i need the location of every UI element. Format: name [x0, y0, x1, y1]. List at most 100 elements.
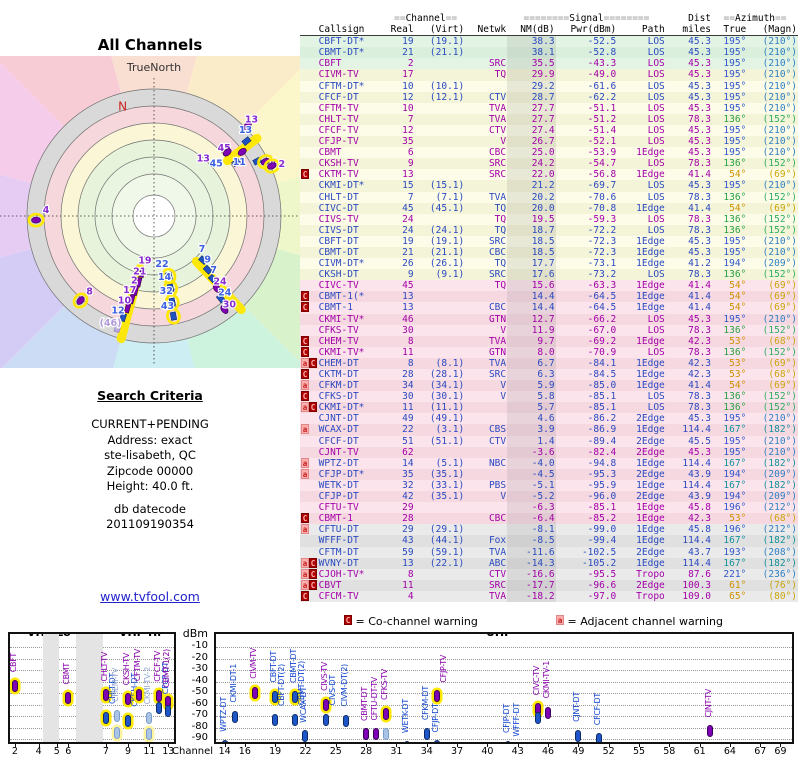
tick-mark	[224, 742, 226, 747]
cell-magn-azimuth: (182°)	[762, 479, 797, 491]
channel-tick-label: 61	[693, 746, 706, 757]
cell-path: LOS	[647, 136, 665, 148]
cell-virt: (21.1)	[429, 246, 465, 258]
cochannel-warning-icon: C	[309, 557, 317, 568]
cell-path: LOS	[647, 402, 665, 414]
cell-netwk: CTV	[488, 124, 507, 136]
cell-pwr: -64.5	[587, 291, 617, 303]
cell-netwk: SRC	[488, 158, 507, 170]
cell-callsign: CFTU-DT	[318, 524, 359, 536]
tick-mark	[457, 742, 459, 747]
cell-virt: (8.1)	[435, 357, 465, 369]
tick-mark	[149, 742, 151, 747]
gridline	[216, 681, 792, 683]
cochannel-warning-icon: C	[344, 615, 352, 625]
tick-mark	[396, 742, 398, 747]
channel-tick-label: 22	[299, 746, 312, 757]
cell-pwr: -49.0	[587, 69, 617, 81]
column-header-nmdb: NM(dB)	[507, 24, 556, 37]
cell-virt: (45.1)	[429, 202, 465, 214]
signal-bar	[102, 711, 109, 724]
station-channel-label: 8	[86, 287, 93, 298]
cell-callsign: CFJP-DT	[318, 491, 359, 503]
table-row: CBMT-DT* 21 (21.1) 38.1 -52.8 LOS 45.3 195° (210…	[300, 47, 798, 59]
cell-dist: 45.3	[688, 235, 712, 247]
adjacent-warning-icon: a	[301, 380, 309, 391]
cell-nm: -8.1	[507, 524, 556, 536]
cell-true-azimuth: 195°	[723, 235, 747, 247]
cell-magn-azimuth: (210°)	[762, 58, 797, 70]
table-row: CFTM-TV 10 TVA 27.7 -51.1 LOS 45.3 195° (210°)	[300, 102, 798, 114]
tvfool-link[interactable]: www.tvfool.com	[100, 589, 200, 604]
table-row: CFTM-DT* 10 (10.1) 29.2 -61.6 LOS 45.3 195° (210…	[300, 80, 798, 92]
cell-callsign: CBMT-1	[318, 302, 353, 314]
cell-true-azimuth: 136°	[723, 191, 747, 203]
table-row: CKMI-TV* 46 GTN 12.7 -66.2 LOS 45.3 195° (210°)	[300, 313, 798, 325]
cell-dist: 42.3	[688, 357, 712, 369]
cell-callsign: CFKS-TV	[318, 324, 359, 336]
adjacent-warning-icon: a	[301, 568, 309, 579]
cell-true-azimuth: 167°	[723, 424, 747, 436]
cell-magn-azimuth: (208°)	[762, 546, 797, 558]
cell-virt: (26.1)	[429, 258, 465, 270]
cell-true-azimuth: 136°	[723, 391, 747, 403]
signal-bar-label: CKMI-TV-1	[542, 661, 552, 699]
cell-pwr: -67.0	[587, 324, 617, 336]
station-marker	[212, 284, 222, 293]
table-row: WETK-DT 32 (33.1) PBS -5.1 -95.9 1Edge 114.4 167…	[300, 479, 798, 492]
table-row: C CKTM-DT 28 (28.1) SRC 6.3 -84.5 1Edge 42.3 53° (…	[300, 369, 798, 381]
cell-nm: 38.1	[507, 47, 556, 59]
cell-magn-azimuth: (210°)	[762, 313, 797, 325]
cell-virt	[415, 58, 466, 69]
cell-real: 14	[402, 457, 414, 469]
cell-netwk: TQ	[494, 280, 507, 292]
station-channel-label: 17	[123, 285, 136, 296]
cell-pwr: -85.2	[587, 513, 617, 525]
cell-real: 45	[402, 280, 414, 292]
signal-bar	[423, 728, 430, 741]
cell-warning: a	[300, 380, 318, 391]
cell-magn-azimuth: (210°)	[762, 413, 797, 425]
station-channel-label: 4	[43, 205, 50, 216]
cell-real: 13	[402, 557, 414, 569]
cell-nm: -5.1	[507, 479, 556, 492]
cell-path: LOS	[647, 91, 665, 103]
channel-tick-label: 31	[390, 746, 403, 757]
cell-callsign: CKTM-TV	[318, 169, 359, 181]
cell-virt: (33.1)	[429, 479, 465, 491]
radar-chart: TrueNorthN131345451311427972424302214324…	[0, 56, 308, 368]
cell-path: 2Edge	[636, 446, 665, 458]
cell-callsign: CHEM-DT	[318, 357, 359, 369]
cell-callsign: CKSH-TV	[318, 158, 359, 170]
criteria-height: Height: 40.0 ft.	[106, 479, 194, 493]
station-channel-label: 22	[155, 259, 168, 270]
cell-real: 24	[402, 213, 414, 225]
magnetic-north-marker: N	[118, 99, 127, 113]
channel-tick-label: 4	[35, 746, 42, 757]
cell-path: 1Edge	[636, 280, 665, 292]
cell-netwk: SRC	[488, 58, 507, 70]
cell-dist: 114.4	[682, 424, 712, 436]
cell-real: 13	[402, 291, 414, 303]
cell-pwr: -51.2	[587, 113, 617, 125]
cell-real: 15	[402, 180, 414, 192]
cell-path: 1Edge	[636, 502, 665, 514]
cell-magn-azimuth: (182°)	[762, 457, 797, 469]
dbm-tick-label: -20	[191, 651, 208, 663]
station-marker	[128, 293, 136, 305]
cell-path: LOS	[647, 124, 665, 136]
cell-virt: (15.1)	[429, 180, 465, 192]
cell-callsign: CFCF-TV	[318, 124, 359, 136]
cell-path: Tropo	[636, 590, 665, 602]
cell-real: 4	[407, 590, 414, 602]
channel-tick-label: 64	[723, 746, 736, 757]
cell-callsign: WETK-DT	[318, 479, 359, 491]
table-row: CJNT-TV 62 -3.6 -82.4 2Edge 45.3 195° (210°)	[300, 446, 798, 458]
station-channel-label: 13	[239, 125, 252, 136]
cell-netwk: TVA	[488, 191, 507, 203]
cell-magn-azimuth: (210°)	[762, 246, 797, 258]
cell-true-azimuth: 193°	[723, 546, 747, 558]
cell-real: 6	[407, 147, 414, 159]
tick-mark	[638, 742, 640, 747]
